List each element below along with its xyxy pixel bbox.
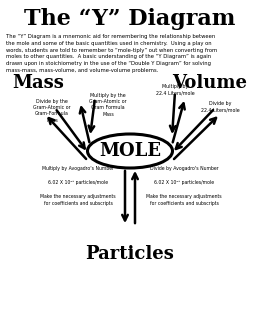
Text: The “Y” Diagram is a mnemonic aid for remembering the relationship between
the m: The “Y” Diagram is a mnemonic aid for re…: [6, 34, 217, 73]
Text: The “Y” Diagram: The “Y” Diagram: [24, 8, 236, 30]
Text: Multiply by Avogadro's Number

6.02 X 10²³ particles/mole

Make the necessary ad: Multiply by Avogadro's Number 6.02 X 10²…: [40, 166, 116, 206]
Text: Volume: Volume: [172, 74, 248, 92]
Text: Multiply by the
Gram-Atomic or
Gram Formula
Mass: Multiply by the Gram-Atomic or Gram Form…: [89, 93, 127, 117]
Ellipse shape: [88, 134, 172, 168]
Text: Divide by Avogadro's Number

6.02 X 10²³ particles/mole

Make the necessary adju: Divide by Avogadro's Number 6.02 X 10²³ …: [146, 166, 222, 206]
Text: Divide by the
Gram-Atomic or
Gram-Formula
Mass: Divide by the Gram-Atomic or Gram-Formul…: [33, 99, 71, 123]
Text: Divide by
22.4 Liters/mole: Divide by 22.4 Liters/mole: [201, 101, 239, 112]
Text: Particles: Particles: [86, 245, 174, 263]
Text: Mass: Mass: [12, 74, 64, 92]
Text: MOLE: MOLE: [99, 142, 161, 160]
Text: Multiply by
22.4 Liters/mole: Multiply by 22.4 Liters/mole: [156, 84, 194, 95]
